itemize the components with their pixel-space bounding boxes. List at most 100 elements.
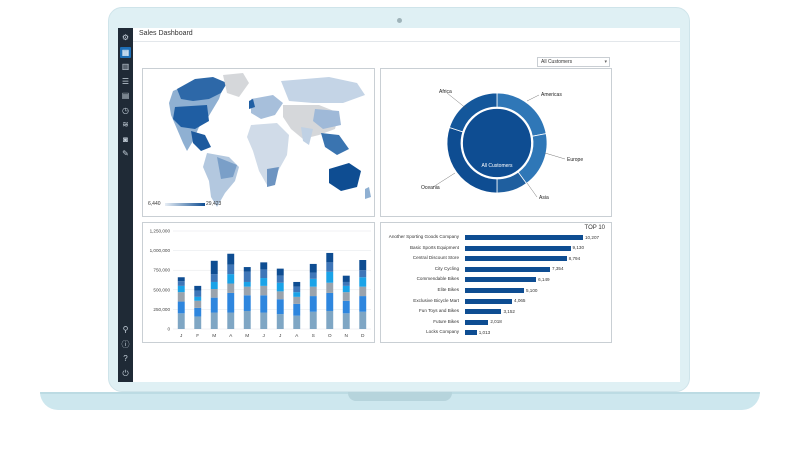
bar-segment[interactable] [293,286,301,293]
bar-segment[interactable] [342,313,350,329]
user-icon[interactable]: ⚲ [122,325,129,334]
top10-bar[interactable] [465,288,524,293]
bar-segment[interactable] [342,292,350,301]
bar-segment[interactable] [260,295,268,313]
top10-bar[interactable] [465,256,567,262]
top10-bar[interactable] [465,266,551,272]
bar-segment[interactable] [342,275,350,282]
donut-center-circle[interactable] [462,108,532,178]
bar-segment[interactable] [227,264,235,275]
bar-segment[interactable] [177,281,185,286]
bar-segment[interactable] [276,282,284,292]
top10-bar[interactable] [465,235,583,240]
camera-icon[interactable]: ◙ [123,134,128,144]
bar-segment[interactable] [359,286,367,297]
bar-segment[interactable] [293,296,301,304]
pencil-icon[interactable]: ✎ [122,149,129,158]
bar-segment[interactable] [210,260,218,275]
bar-segment[interactable] [227,292,235,313]
gear-icon[interactable]: ⚙ [121,33,130,42]
bar-segment[interactable] [309,296,317,312]
bar-segment[interactable] [260,278,268,286]
bar-segment[interactable] [309,286,317,297]
bar-segment[interactable] [359,277,367,287]
bar-segment[interactable] [326,271,334,283]
bar-segment[interactable] [243,267,251,272]
bar-segment[interactable] [326,282,334,293]
bar-segment[interactable] [309,278,317,287]
bar-segment[interactable] [342,281,350,286]
bar-segment[interactable] [243,286,251,296]
bar-segment[interactable] [309,311,317,329]
layers-icon[interactable]: ≋ [122,120,129,129]
bar-segment[interactable] [260,312,268,329]
list-icon[interactable]: ☰ [121,76,130,86]
info-icon[interactable]: ⓘ [121,339,130,349]
bar-segment[interactable] [243,271,251,282]
bar-segment[interactable] [177,277,185,282]
region-donut-chart[interactable] [381,69,613,218]
dashboard-icon[interactable]: ▦ [120,46,131,58]
top10-bar[interactable] [465,330,477,336]
chart-icon[interactable]: ▥ [121,62,130,71]
bar-segment[interactable] [194,316,202,329]
monthly-sales-chart[interactable]: 0 250,000 500,000 750,000 1,000,000 1,250,000… [143,223,376,344]
bar-segment[interactable] [260,262,268,270]
bar-segment[interactable] [194,296,202,301]
top10-bar[interactable] [465,298,512,304]
bar-segment[interactable] [326,310,334,329]
bar-segment[interactable] [243,281,251,287]
bar-segment[interactable] [359,311,367,329]
clock-icon[interactable]: ◷ [122,105,129,115]
help-icon[interactable]: ? [123,354,128,363]
bar-segment[interactable] [227,312,235,329]
bar-segment[interactable] [194,307,202,317]
bar-segment[interactable] [243,310,251,329]
bar-segment[interactable] [210,274,218,282]
bar-segment[interactable] [276,268,284,276]
top10-bar[interactable] [465,319,489,325]
top10-bar[interactable] [465,277,537,283]
bar-segment[interactable] [293,292,301,297]
bar-segment[interactable] [194,300,202,308]
bar-segment[interactable] [177,301,185,314]
bar-segment[interactable] [276,275,284,283]
top10-bar[interactable] [465,245,571,251]
bar-segment[interactable] [177,313,185,329]
bar-segment[interactable] [210,312,218,329]
bar-segment[interactable] [210,281,218,290]
top10-bar[interactable] [465,309,502,315]
grid-icon[interactable]: ▤ [121,91,130,100]
bar-segment[interactable] [293,281,301,287]
bar-segment[interactable] [177,285,185,293]
bar-segment[interactable] [293,315,301,329]
bar-segment[interactable] [342,300,350,314]
bar-segment[interactable] [194,290,202,297]
bar-segment[interactable] [227,253,235,265]
bar-segment[interactable] [293,303,301,316]
bar-segment[interactable] [359,270,367,278]
power-icon[interactable]: ⏻ [122,368,129,378]
bar-segment[interactable] [260,269,268,279]
bar-segment[interactable] [359,296,367,312]
bar-segment[interactable] [177,292,185,302]
bar-segment[interactable] [210,289,218,298]
bar-segment[interactable] [309,272,317,279]
bar-segment[interactable] [227,283,235,293]
donut-segment-africa[interactable] [448,92,498,133]
customer-filter-select[interactable]: All Customers ▾ [537,57,610,67]
bar-segment[interactable] [260,285,268,296]
bar-segment[interactable] [326,252,334,263]
bar-segment[interactable] [309,263,317,273]
bar-segment[interactable] [326,262,334,272]
bar-segment[interactable] [276,291,284,300]
bar-segment[interactable] [342,285,350,293]
bar-segment[interactable] [326,292,334,311]
bar-segment[interactable] [227,274,235,284]
bar-segment[interactable] [276,299,284,315]
world-map[interactable] [143,69,376,218]
bar-segment[interactable] [276,314,284,329]
bar-segment[interactable] [210,297,218,313]
bar-segment[interactable] [243,295,251,311]
bar-segment[interactable] [359,260,367,271]
